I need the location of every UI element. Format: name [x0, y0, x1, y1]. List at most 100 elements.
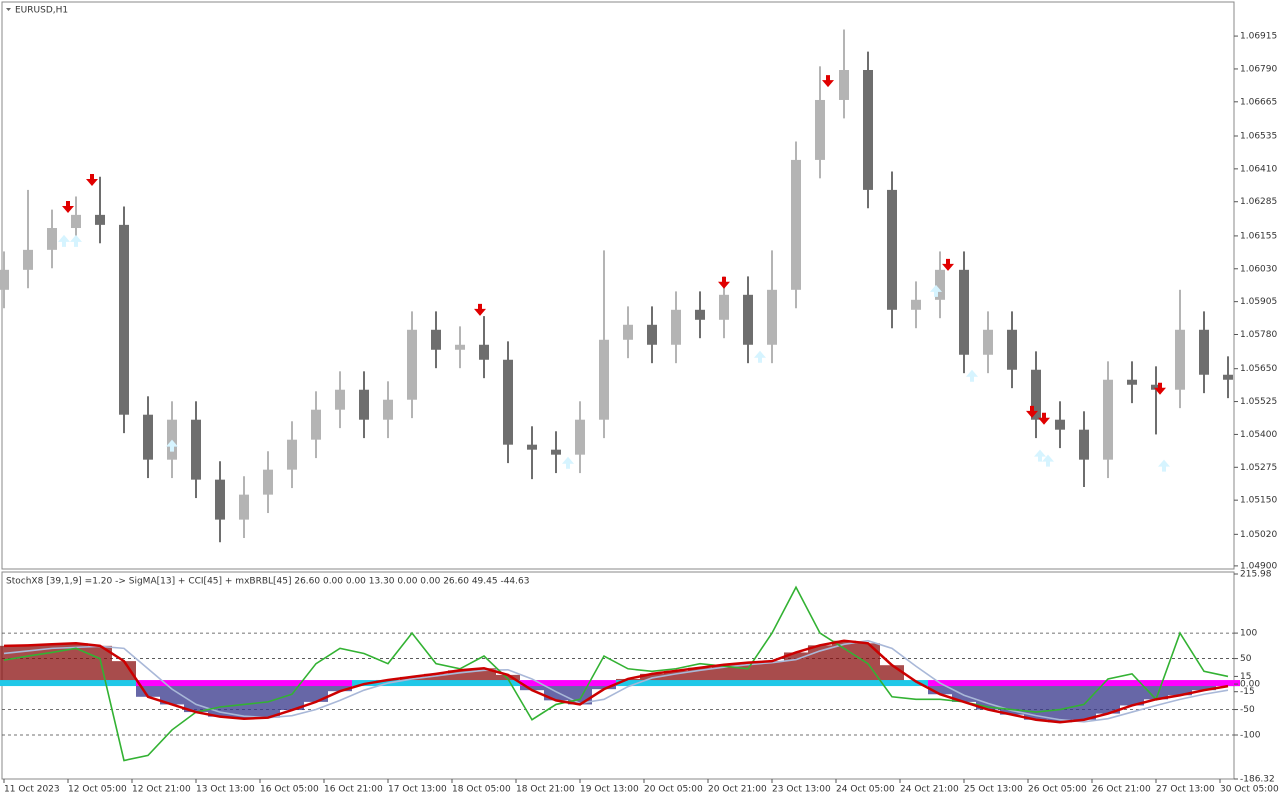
histogram-bar	[208, 684, 232, 717]
indicator-line	[3, 639, 1229, 723]
candle-body	[1103, 379, 1113, 460]
candle-body	[359, 389, 369, 420]
zero-band	[520, 680, 544, 687]
buy-arrow	[1034, 449, 1046, 462]
zero-band	[880, 680, 904, 687]
y-tick-label: -50	[1240, 705, 1255, 715]
histogram-bar	[520, 684, 544, 691]
candle-body	[1127, 379, 1137, 385]
candle-body	[1223, 374, 1233, 380]
zero-band	[832, 680, 856, 687]
buy-arrow	[1042, 454, 1054, 467]
candle-body	[407, 329, 417, 400]
candle-body	[671, 309, 681, 345]
x-tick-label: 11 Oct 2023	[4, 785, 60, 795]
y-tick-label: 50	[1240, 654, 1252, 664]
candle-body	[47, 228, 57, 250]
x-tick-label: 24 Oct 21:00	[900, 785, 959, 795]
x-tick-label: 18 Oct 21:00	[516, 785, 575, 795]
histogram-bar	[0, 645, 16, 685]
sell-arrow	[474, 303, 486, 316]
y-tick-label: 1.06410	[1240, 164, 1277, 174]
zero-band	[304, 680, 328, 687]
candle-body	[239, 494, 249, 520]
candle-body	[335, 389, 345, 410]
zero-band	[904, 680, 928, 687]
candle-body	[767, 289, 777, 345]
candle-body	[551, 449, 561, 455]
zero-band	[280, 680, 304, 687]
price-layer	[0, 29, 1233, 543]
indicator-title: StochX8 [39,1,9] =1.20 -> SigMA[13] + CC…	[6, 577, 529, 587]
candle-body	[431, 329, 441, 350]
zero-band	[232, 680, 256, 687]
histogram-bar	[256, 684, 280, 718]
histogram-bar	[592, 684, 616, 690]
buy-arrow	[166, 439, 178, 452]
x-tick-label: 12 Oct 21:00	[132, 785, 191, 795]
x-tick-label: 27 Oct 13:00	[1156, 785, 1215, 795]
histogram-bar	[1072, 684, 1096, 720]
x-tick-label: 13 Oct 13:00	[196, 785, 255, 795]
y-tick-label: 1.06790	[1240, 64, 1277, 74]
zero-band	[616, 680, 640, 687]
histogram-bar	[640, 673, 664, 685]
histogram-bar	[928, 684, 952, 695]
y-tick-label: 215.98	[1240, 570, 1272, 580]
buy-arrow	[966, 369, 978, 382]
candle-body	[887, 189, 897, 310]
candle-body	[959, 269, 969, 355]
zero-band	[1192, 680, 1216, 687]
candle-body	[503, 359, 513, 445]
candle-body	[839, 69, 849, 100]
x-tick-label: 17 Oct 13:00	[388, 785, 447, 795]
candle-body	[743, 294, 753, 345]
candle-body	[0, 269, 9, 290]
zero-band	[112, 680, 136, 687]
x-tick-label: 18 Oct 05:00	[452, 785, 511, 795]
collapse-icon[interactable]	[6, 8, 11, 11]
candle-body	[455, 344, 465, 350]
candle-body	[719, 294, 729, 320]
zero-band	[808, 680, 832, 687]
candle-body	[935, 269, 945, 300]
candle-body	[287, 439, 297, 470]
x-tick-label: 23 Oct 13:00	[772, 785, 831, 795]
buy-arrow	[754, 350, 766, 363]
price-frame	[1, 1, 1235, 570]
y-tick-label: 1.06665	[1240, 97, 1277, 107]
zero-band	[952, 680, 976, 687]
x-tick-label: 30 Oct 05:00	[1220, 785, 1279, 795]
buy-arrow	[562, 456, 574, 469]
histogram-bar	[1120, 684, 1144, 706]
zero-band	[1216, 680, 1240, 687]
zero-band	[16, 680, 40, 687]
y-tick-label: 1.05525	[1240, 397, 1277, 407]
y-tick-label: 1.06285	[1240, 197, 1277, 207]
x-tick-label: 26 Oct 05:00	[1028, 785, 1087, 795]
histogram-bar	[712, 664, 736, 685]
y-tick-label: 15	[1240, 672, 1251, 682]
sell-arrow	[86, 173, 98, 186]
candle-body	[527, 444, 537, 450]
zero-band	[1144, 680, 1168, 687]
x-tick-label: 20 Oct 21:00	[708, 785, 767, 795]
zero-band	[976, 680, 1000, 687]
zero-band	[1000, 680, 1024, 687]
indicator-line	[3, 585, 1229, 762]
y-tick-label: 1.04900	[1240, 561, 1277, 571]
y-tick-label: 1.05020	[1240, 530, 1277, 540]
zero-band	[208, 680, 232, 687]
histogram-bar	[112, 661, 136, 685]
zero-band	[184, 680, 208, 687]
candle-body	[311, 409, 321, 440]
zero-band	[736, 680, 760, 687]
candle-body	[143, 414, 153, 460]
candle-body	[263, 469, 273, 495]
candle-body	[1151, 384, 1161, 390]
sell-arrow	[822, 75, 834, 88]
candle-body	[1079, 429, 1089, 460]
buy-arrow	[1158, 459, 1170, 472]
y-tick-label: 1.05275	[1240, 463, 1277, 473]
